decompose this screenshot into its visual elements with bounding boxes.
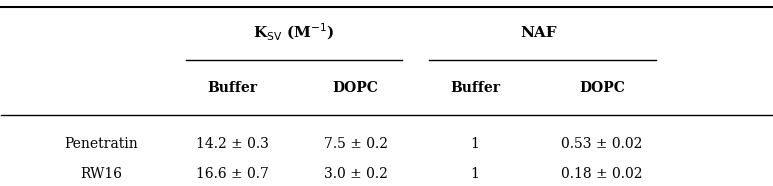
Text: Buffer: Buffer <box>450 81 500 94</box>
Text: 7.5 ± 0.2: 7.5 ± 0.2 <box>324 137 388 151</box>
Text: DOPC: DOPC <box>579 81 625 94</box>
Text: 0.18 ± 0.02: 0.18 ± 0.02 <box>561 167 643 181</box>
Text: 3.0 ± 0.2: 3.0 ± 0.2 <box>324 167 387 181</box>
Text: 1: 1 <box>471 137 479 151</box>
Text: 14.2 ± 0.3: 14.2 ± 0.3 <box>196 137 269 151</box>
Text: 0.53 ± 0.02: 0.53 ± 0.02 <box>561 137 643 151</box>
Text: K$_{\mathrm{SV}}$ (M$^{-1}$): K$_{\mathrm{SV}}$ (M$^{-1}$) <box>254 22 335 43</box>
Text: 16.6 ± 0.7: 16.6 ± 0.7 <box>196 167 269 181</box>
Text: Penetratin: Penetratin <box>65 137 138 151</box>
Text: NAF: NAF <box>520 25 557 40</box>
Text: RW16: RW16 <box>80 167 122 181</box>
Text: Buffer: Buffer <box>207 81 257 94</box>
Text: 1: 1 <box>471 167 479 181</box>
Text: DOPC: DOPC <box>332 81 379 94</box>
